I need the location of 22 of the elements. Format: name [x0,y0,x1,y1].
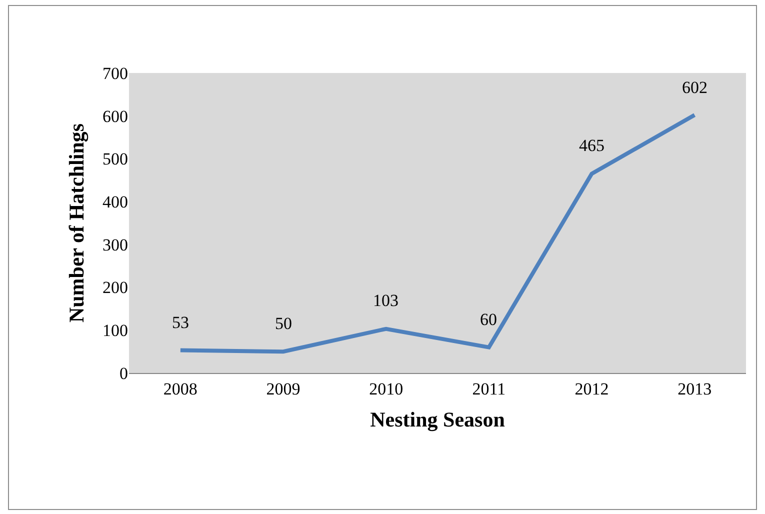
y-tick-label: 600 [102,106,128,126]
x-tick-label: 2013 [678,379,712,398]
x-tick-label: 2008 [163,379,198,398]
x-tick-label: 2011 [472,379,506,398]
y-tick-label: 300 [102,235,128,254]
x-axis-title: Nesting Season [370,408,506,432]
data-label: 103 [373,291,398,310]
data-label: 60 [480,310,497,329]
data-label: 465 [579,136,604,155]
y-tick-label: 700 [102,64,128,83]
data-label: 53 [172,313,189,332]
x-tick-label: 2012 [574,379,609,398]
y-axis-title: Number of Hatchlings [64,123,89,323]
x-tick-label: 2009 [266,379,300,398]
data-label: 602 [682,78,708,97]
data-label: 50 [275,314,292,333]
y-tick-label: 200 [102,278,128,298]
y-tick-label: 0 [120,364,128,383]
y-tick-label: 100 [102,321,128,340]
y-tick-label: 400 [102,192,128,212]
y-tick-label: 500 [102,150,128,169]
x-tick-label: 2010 [369,379,404,398]
